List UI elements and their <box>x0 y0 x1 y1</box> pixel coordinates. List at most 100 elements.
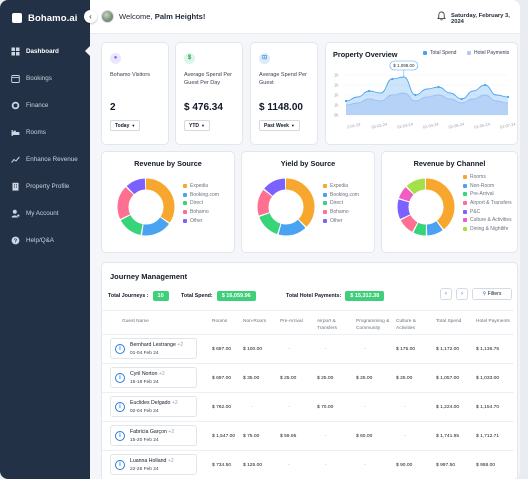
stay-dates: 15-20 Feb 24 <box>130 438 159 443</box>
guest-cell[interactable]: i Euclides Delgado +2 02-04 Feb 24 <box>110 396 197 417</box>
legend-label: Pre-Arrival <box>470 191 494 198</box>
sidebar-item-help-q-a[interactable]: ? Help/Q&A <box>0 227 90 254</box>
legend-label: Bohamo <box>190 209 209 216</box>
welcome-text: Welcome, Palm Heights! <box>119 12 205 21</box>
guest-cell[interactable]: i Bernhard Lestrange +2 01-04 Feb 24 <box>110 338 197 359</box>
chevron-left-icon[interactable]: ‹ <box>84 10 97 23</box>
legend-label: Airport & Transfers <box>470 200 512 207</box>
info-icon[interactable]: i <box>115 402 125 412</box>
column-header[interactable]: Programming & Community <box>356 319 390 331</box>
period-select[interactable]: Today ▼ <box>110 120 141 131</box>
legend-swatch <box>463 209 467 214</box>
chart-legend: Expedia Booking.com Direct Bohamo Other <box>183 182 219 225</box>
guest-cell[interactable]: i Fabricia Garçon +2 15-20 Feb 24 <box>110 425 197 446</box>
sidebar-item-label: Help/Q&A <box>26 237 54 244</box>
table-row[interactable]: i Cyril Norton +2 15-18 Feb 24 $ 697.00 $ 35… <box>102 367 514 394</box>
sidebar-item-enhance-revenue[interactable]: Enhance Revenue <box>0 146 90 173</box>
divider <box>102 392 514 393</box>
column-header[interactable]: Total Spend <box>436 319 462 324</box>
period-select[interactable]: YTD ▼ <box>184 120 210 131</box>
legend-swatch <box>323 218 327 223</box>
data-point[interactable] <box>344 99 348 103</box>
bell-icon[interactable] <box>437 11 446 21</box>
sidebar-item-dashboard[interactable]: Dashboard <box>0 38 91 65</box>
info-icon[interactable]: i <box>115 460 125 470</box>
legend-item: Airport & Transfers <box>463 199 512 208</box>
legend-swatch <box>183 192 187 197</box>
guest-name-text: Euclides Delgado <box>130 400 171 406</box>
table-row[interactable]: i Fabricia Garçon +2 15-20 Feb 24 $ 1,547.0… <box>102 425 514 452</box>
info-icon[interactable]: i <box>115 373 125 383</box>
sidebar-item-property-profile[interactable]: Property Profile <box>0 173 90 200</box>
guest-cell[interactable]: i Cyril Norton +2 15-18 Feb 24 <box>110 367 197 388</box>
filters-button[interactable]: ⚲ Filters <box>472 288 512 300</box>
donut-slice-rooms[interactable] <box>397 178 455 236</box>
data-point[interactable] <box>483 83 486 87</box>
y-tick-label: 1k <box>334 93 339 98</box>
donut-slice-booking-com[interactable] <box>117 178 175 236</box>
data-point[interactable] <box>368 89 371 93</box>
data-point[interactable] <box>437 85 440 89</box>
donut-slice-expedia[interactable] <box>117 178 175 236</box>
data-point[interactable] <box>460 97 463 101</box>
table-row[interactable]: i Luanna Holland +2 22-26 Feb 24 $ 734.50 $ … <box>102 454 514 479</box>
column-header[interactable]: Rooms <box>212 319 228 324</box>
legend-label: Expedia <box>190 183 209 190</box>
legend-swatch <box>323 210 327 215</box>
money-icon: $ <box>184 53 195 64</box>
sidebar-item-my-account[interactable]: My Account <box>0 200 90 227</box>
divider <box>102 310 514 311</box>
data-point[interactable] <box>414 93 417 97</box>
info-icon[interactable]: i <box>115 344 125 354</box>
journey-title: Journey Management <box>110 272 188 281</box>
donut-slice-p-c[interactable] <box>397 178 455 236</box>
donut-slice-bohamo[interactable] <box>117 178 175 236</box>
chart-title: Revenue by Channel <box>413 159 486 168</box>
data-point[interactable] <box>391 77 394 81</box>
series-line-hotel-payments <box>345 92 509 106</box>
sidebar-item-finance[interactable]: Finance <box>0 92 90 119</box>
total-journeys-value: 10 <box>152 291 169 301</box>
column-header[interactable]: Guest Name <box>122 319 149 324</box>
chart-legend: Expedia Booking.com Direct Bohamo Other <box>323 182 359 225</box>
legend-item: Pre-Arrival <box>463 190 512 199</box>
legend-swatch <box>463 218 467 223</box>
prev-page-button[interactable]: ‹ <box>440 288 452 300</box>
legend-swatch <box>323 201 327 206</box>
sidebar-item-rooms[interactable]: Rooms <box>0 119 90 146</box>
avatar[interactable] <box>101 10 114 23</box>
donut-slice-booking-com[interactable] <box>257 178 315 236</box>
table-cell: $ 1,033.00 <box>476 376 500 381</box>
donut-chart <box>397 178 455 236</box>
legend-label: Other <box>330 217 343 224</box>
donut-chart <box>257 178 315 236</box>
stat-value: 2 <box>110 102 116 113</box>
donut-slice-expedia[interactable] <box>257 178 315 236</box>
info-icon[interactable]: i <box>115 431 125 441</box>
column-header[interactable]: Pre-Arrival <box>280 319 303 324</box>
guest-cell[interactable]: i Luanna Holland +2 22-26 Feb 24 <box>110 454 197 475</box>
table-cell: $ 90.00 <box>396 463 413 468</box>
column-header[interactable]: Airport & Transfers <box>317 319 338 331</box>
table-row[interactable]: i Euclides Delgado +2 02-04 Feb 24 $ 762.00… <box>102 396 514 423</box>
table-cell: $ 70.00 <box>317 405 334 410</box>
column-header[interactable]: Culture & Activities <box>396 319 416 331</box>
series-area-total-spend <box>346 77 508 115</box>
column-header[interactable]: Hotel Payments <box>476 319 510 324</box>
table-cell: $ 35.00 <box>243 376 260 381</box>
next-page-button[interactable]: › <box>456 288 468 300</box>
x-tick-label: 02-04-24 <box>422 121 439 129</box>
data-point[interactable] <box>506 95 510 99</box>
table-row[interactable]: i Bernhard Lestrange +2 01-04 Feb 24 $ 697.… <box>102 338 514 365</box>
chart-legend: Rooms Non-Room Pre-Arrival Airport & Transf… <box>463 173 512 233</box>
total-spend: Total Spend: $ 16,059.96 <box>181 291 256 301</box>
total-spend-label: Total Spend: <box>181 293 213 299</box>
guest-count-badge: +2 <box>171 400 178 406</box>
column-header[interactable]: Non-Room <box>243 319 267 324</box>
legend-item: Rooms <box>463 173 512 182</box>
donut-slice-bohamo[interactable] <box>257 178 315 236</box>
legend-swatch <box>463 183 467 188</box>
period-select[interactable]: Past Week ▼ <box>259 120 300 131</box>
sidebar-item-bookings[interactable]: Bookings <box>0 65 90 92</box>
brand[interactable]: Bohamo.ai <box>12 10 77 26</box>
